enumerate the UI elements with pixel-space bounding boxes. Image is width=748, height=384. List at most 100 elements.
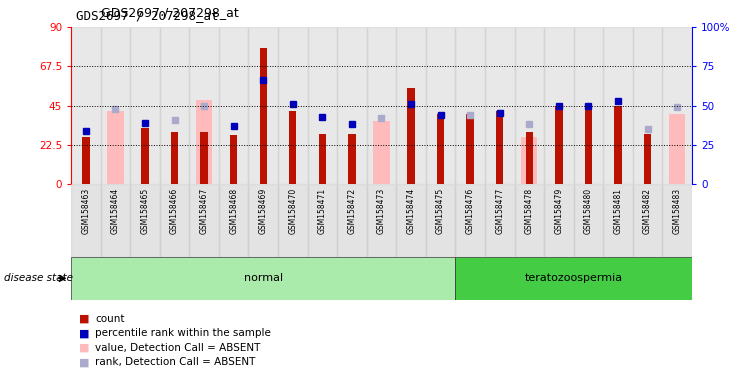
Text: ■: ■ <box>79 328 89 338</box>
Text: GSM158469: GSM158469 <box>259 188 268 234</box>
Bar <box>456 27 485 184</box>
Text: ■: ■ <box>79 314 89 324</box>
Text: GSM158468: GSM158468 <box>229 188 238 234</box>
Text: GSM158472: GSM158472 <box>347 188 356 234</box>
Bar <box>189 27 219 184</box>
Text: GSM158473: GSM158473 <box>377 188 386 234</box>
Bar <box>662 27 692 184</box>
Bar <box>669 114 685 184</box>
Text: GSM158464: GSM158464 <box>111 188 120 234</box>
Bar <box>526 132 533 184</box>
Bar <box>633 27 662 184</box>
Text: GSM158474: GSM158474 <box>407 188 416 234</box>
Bar <box>603 27 633 184</box>
Bar <box>71 27 101 184</box>
Text: GSM158465: GSM158465 <box>141 188 150 234</box>
Bar <box>521 137 537 184</box>
Bar <box>485 27 515 184</box>
Text: disease state: disease state <box>4 273 73 283</box>
Bar <box>230 135 237 184</box>
Bar <box>337 184 367 257</box>
Bar <box>289 111 296 184</box>
Text: GDS2697 / 207298_at: GDS2697 / 207298_at <box>76 8 218 22</box>
Bar <box>307 184 337 257</box>
Text: normal: normal <box>244 273 283 283</box>
Text: GSM158481: GSM158481 <box>613 188 622 234</box>
Text: GSM158483: GSM158483 <box>672 188 681 234</box>
Text: GSM158466: GSM158466 <box>170 188 179 234</box>
Bar <box>130 27 160 184</box>
Bar <box>603 184 633 257</box>
Text: GSM158475: GSM158475 <box>436 188 445 234</box>
Bar <box>189 184 219 257</box>
Bar <box>248 27 278 184</box>
Bar <box>544 184 574 257</box>
Bar <box>160 27 189 184</box>
Bar <box>160 184 189 257</box>
Bar <box>456 257 692 300</box>
Text: teratozoospermia: teratozoospermia <box>524 273 622 283</box>
Text: GSM158482: GSM158482 <box>643 188 652 234</box>
Text: GSM158463: GSM158463 <box>82 188 91 234</box>
Bar <box>574 184 603 257</box>
Bar <box>196 100 212 184</box>
Bar <box>515 27 544 184</box>
Text: ■: ■ <box>79 358 89 367</box>
Text: value, Detection Call = ABSENT: value, Detection Call = ABSENT <box>95 343 260 353</box>
Bar <box>71 257 456 300</box>
Bar <box>555 106 562 184</box>
Text: ■: ■ <box>79 343 89 353</box>
Bar <box>456 184 485 257</box>
Text: GSM158478: GSM158478 <box>525 188 534 234</box>
Bar <box>200 132 208 184</box>
Text: GSM158479: GSM158479 <box>554 188 563 234</box>
Text: GSM158467: GSM158467 <box>200 188 209 234</box>
Text: GSM158480: GSM158480 <box>584 188 593 234</box>
Text: GSM158470: GSM158470 <box>288 188 297 234</box>
Bar <box>485 184 515 257</box>
Bar <box>141 128 149 184</box>
Text: GSM158471: GSM158471 <box>318 188 327 234</box>
Bar <box>633 184 662 257</box>
Text: count: count <box>95 314 124 324</box>
Text: percentile rank within the sample: percentile rank within the sample <box>95 328 271 338</box>
Bar <box>319 134 326 184</box>
Bar <box>373 121 390 184</box>
Bar <box>585 109 592 184</box>
Bar <box>644 134 652 184</box>
Bar <box>219 27 248 184</box>
Bar <box>437 114 444 184</box>
Text: GDS2697 / 207298_at: GDS2697 / 207298_at <box>101 6 239 19</box>
Bar <box>107 111 123 184</box>
Bar <box>101 184 130 257</box>
Bar <box>171 132 178 184</box>
Bar <box>278 184 307 257</box>
Bar <box>574 27 603 184</box>
Bar <box>130 184 160 257</box>
Bar <box>467 114 474 184</box>
Text: GSM158477: GSM158477 <box>495 188 504 234</box>
Bar <box>367 184 396 257</box>
Bar <box>662 184 692 257</box>
Bar <box>219 184 248 257</box>
Bar <box>82 137 90 184</box>
Bar <box>367 27 396 184</box>
Bar <box>101 27 130 184</box>
Bar <box>260 48 267 184</box>
Bar <box>349 134 355 184</box>
Bar <box>337 27 367 184</box>
Text: rank, Detection Call = ABSENT: rank, Detection Call = ABSENT <box>95 358 255 367</box>
Text: GSM158476: GSM158476 <box>466 188 475 234</box>
Bar <box>426 27 456 184</box>
Bar <box>408 88 414 184</box>
Bar <box>307 27 337 184</box>
Bar <box>396 184 426 257</box>
Bar <box>614 106 622 184</box>
Bar <box>278 27 307 184</box>
Bar <box>396 27 426 184</box>
Bar <box>496 111 503 184</box>
Bar <box>515 184 544 257</box>
Bar <box>71 184 101 257</box>
Bar <box>544 27 574 184</box>
Bar <box>248 184 278 257</box>
